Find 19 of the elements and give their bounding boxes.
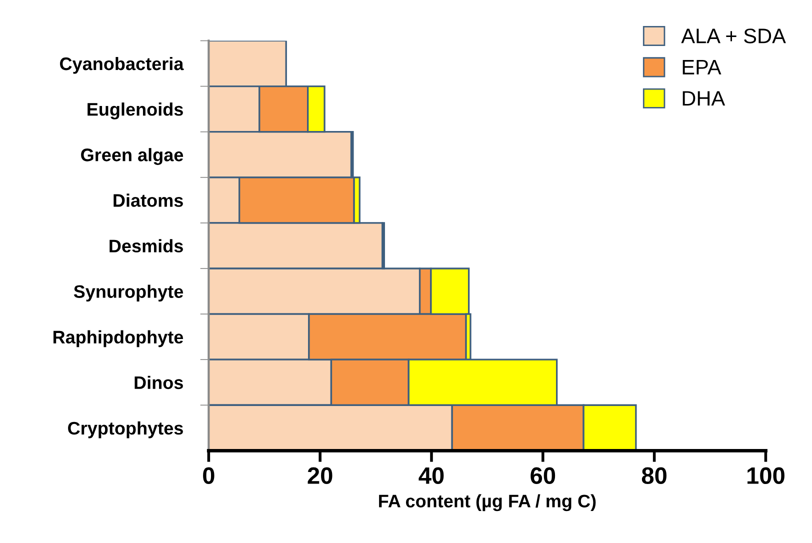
legend-label: ALA + SDA [681, 28, 786, 44]
y-tick-label: Euglenoids [88, 102, 183, 120]
y-tick-label: Raphipdophyte [54, 330, 184, 348]
x-tick-label: 0 [203, 467, 214, 484]
y-tick-label: Cryptophytes [68, 421, 183, 438]
y-tick-label: Diatoms [114, 194, 183, 207]
legend-label: EPA [682, 60, 722, 74]
y-tick-label: Cyanobacteria [60, 56, 184, 74]
y-tick-label: Green algae [81, 148, 184, 165]
x-tick-label: 80 [642, 467, 666, 484]
x-tick-label: 60 [530, 467, 556, 484]
x-tick-label: 100 [748, 467, 784, 484]
x-tick-label: 40 [418, 467, 444, 484]
x-axis-title: FA content (µg FA / mg C) [379, 494, 596, 512]
y-tick-label: Dinos [134, 376, 183, 390]
legend-label: DHA [682, 91, 726, 106]
y-tick-label: Synurophyte [74, 284, 184, 302]
y-tick-label: Desmids [110, 239, 183, 252]
x-tick-label: 20 [308, 467, 332, 484]
